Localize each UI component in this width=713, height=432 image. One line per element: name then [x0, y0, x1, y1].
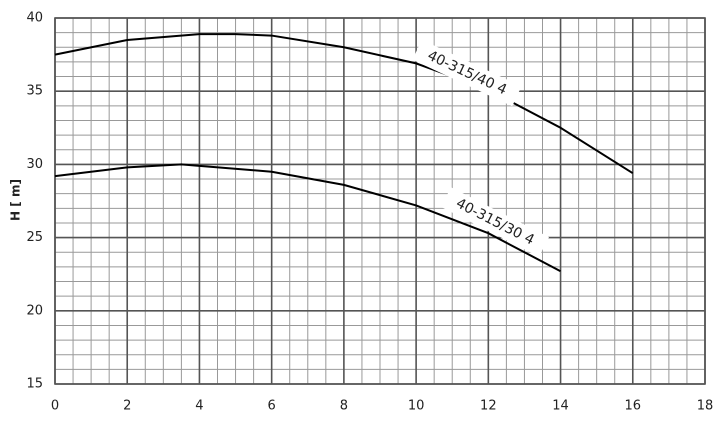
line-label-group: 40-315/40 4: [412, 39, 522, 107]
x-tick-label: 12: [480, 399, 497, 414]
y-axis-label: H [ m]: [9, 179, 23, 221]
plot-frame: [54, 17, 706, 385]
x-tick-label: 14: [552, 399, 569, 414]
y-tick-label: 40: [26, 11, 43, 26]
x-tick-label: 10: [408, 399, 425, 414]
y-tick-label: 25: [26, 230, 43, 245]
y-tick-label: 20: [26, 303, 43, 318]
line-label-bg: [412, 39, 522, 107]
line: [54, 163, 562, 273]
y-tick-label: 30: [26, 157, 43, 172]
x-tick-label: 0: [51, 399, 59, 414]
line-label-bg: [441, 187, 549, 257]
y-tick-label: 35: [26, 84, 43, 99]
x-tick-label: 16: [625, 399, 642, 414]
x-tick-label: 8: [340, 399, 348, 414]
x-tick-label: 6: [268, 399, 276, 414]
x-tick-label: 18: [697, 399, 713, 414]
x-tick-label: 2: [123, 399, 131, 414]
x-tick-label: 4: [195, 399, 203, 414]
y-tick-label: 15: [26, 377, 43, 392]
line: [54, 33, 634, 175]
